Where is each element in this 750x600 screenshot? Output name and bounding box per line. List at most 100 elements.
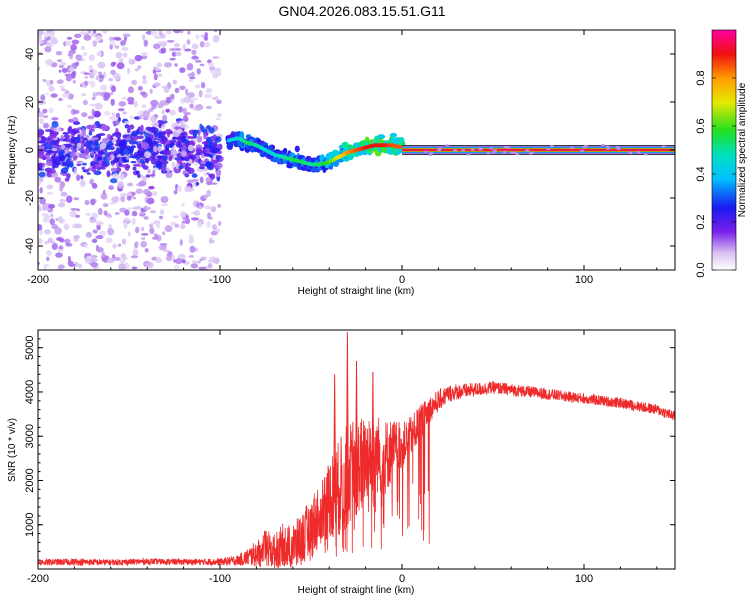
colorbar: 0.0 0.2 0.4 0.6 0.8 Normalized spectral ampl… <box>695 29 748 278</box>
noise-point <box>84 199 90 206</box>
noise-point <box>38 162 43 169</box>
noise-point <box>192 129 200 134</box>
noise-point <box>111 257 117 262</box>
noise-point <box>82 99 88 106</box>
noise-point <box>127 86 134 94</box>
noise-point <box>211 147 219 154</box>
noise-point <box>217 113 222 117</box>
noise-point <box>88 54 95 62</box>
noise-point <box>93 30 97 34</box>
noise-point <box>92 69 98 75</box>
noise-point <box>79 137 84 142</box>
noise-point <box>126 207 132 211</box>
noise-point <box>187 30 191 35</box>
noise-point <box>135 241 139 249</box>
snr-spike <box>355 360 358 508</box>
x-tick-label: 0 <box>399 573 405 585</box>
noise-point <box>80 45 86 51</box>
noise-point <box>107 215 111 219</box>
noise-point <box>43 215 50 221</box>
noise-point <box>81 166 85 170</box>
noise-point <box>93 157 97 163</box>
noise-point <box>108 185 114 190</box>
noise-point <box>121 46 129 51</box>
noise-point <box>199 176 204 184</box>
noise-point <box>503 146 508 149</box>
noise-point <box>198 90 203 98</box>
noise-point <box>191 49 197 55</box>
noise-point <box>525 149 530 152</box>
noise-point <box>38 30 44 36</box>
noise-point <box>96 247 104 253</box>
noise-point <box>131 79 138 86</box>
noise-point <box>90 262 99 268</box>
noise-point <box>74 61 80 66</box>
noise-point <box>160 47 167 54</box>
noise-point <box>117 243 122 247</box>
noise-point <box>182 43 186 51</box>
noise-point <box>101 251 106 259</box>
noise-point <box>55 155 61 163</box>
noise-point <box>81 93 86 97</box>
noise-point <box>135 188 143 194</box>
noise-point <box>153 82 161 87</box>
x-tick-label: -200 <box>27 274 49 286</box>
noise-point <box>111 196 119 204</box>
noise-point <box>204 205 212 210</box>
noise-point <box>445 144 450 147</box>
noise-point <box>120 195 126 203</box>
noise-point <box>157 155 162 159</box>
noise-point <box>189 76 196 80</box>
colorbar-label: Normalized spectral amplitude <box>737 82 748 217</box>
noise-point <box>44 92 50 96</box>
noise-point <box>48 107 54 114</box>
noise-point <box>177 128 183 134</box>
noise-point <box>191 56 199 60</box>
noise-point <box>170 93 175 100</box>
noise-point <box>58 150 65 154</box>
noise-point <box>49 218 55 226</box>
noise-point <box>90 198 96 206</box>
noise-point <box>60 144 66 150</box>
noise-point <box>73 167 78 175</box>
y-tick-label: 4000 <box>24 380 36 404</box>
noise-point <box>51 121 59 128</box>
noise-point <box>109 135 114 141</box>
noise-point <box>125 130 133 136</box>
noise-point <box>110 167 118 172</box>
noise-point <box>38 237 43 245</box>
noise-point <box>184 165 189 170</box>
noise-point <box>38 171 46 178</box>
noise-point <box>141 233 149 236</box>
noise-point <box>51 117 59 121</box>
noise-point <box>152 236 159 240</box>
noise-point <box>142 75 147 80</box>
noise-point <box>203 42 210 48</box>
noise-point <box>192 210 201 216</box>
noise-point <box>196 148 202 155</box>
noise-point <box>182 139 190 144</box>
noise-point <box>70 44 77 51</box>
ridge-blob <box>294 145 300 153</box>
noise-point <box>142 158 150 163</box>
noise-point <box>130 255 139 259</box>
noise-point <box>201 141 209 145</box>
noise-point <box>141 34 146 41</box>
noise-point <box>110 98 115 106</box>
noise-point <box>212 155 216 161</box>
noise-point <box>93 170 102 176</box>
noise-point <box>114 45 120 49</box>
noise-point <box>175 51 182 57</box>
noise-point <box>115 132 122 138</box>
noise-point <box>212 73 219 79</box>
noise-point <box>180 150 187 157</box>
noise-point <box>151 121 160 127</box>
noise-point <box>191 43 199 50</box>
colorbar-tick-label: 0.6 <box>695 118 707 133</box>
noise-point <box>60 135 64 142</box>
noise-point <box>112 243 117 249</box>
colorbar-tick-label: 0.8 <box>695 70 707 85</box>
noise-point <box>92 212 98 219</box>
noise-point <box>86 172 91 175</box>
noise-point <box>87 167 93 171</box>
